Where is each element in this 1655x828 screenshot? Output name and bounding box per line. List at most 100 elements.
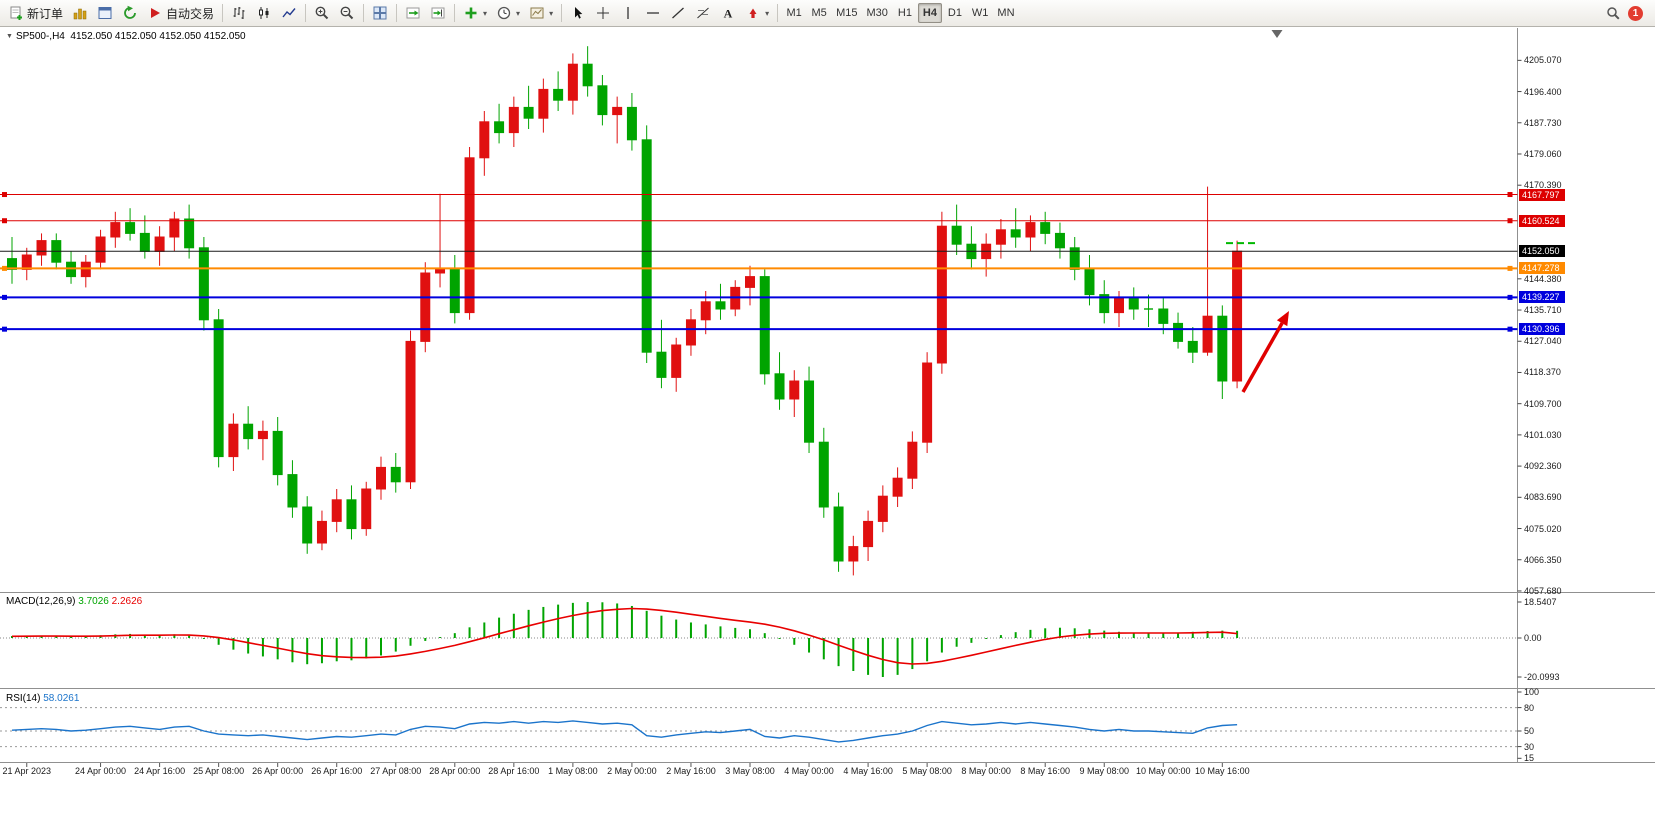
candle-body — [243, 423, 254, 440]
candle-body — [951, 225, 962, 245]
candle-body — [316, 520, 327, 544]
candle-body — [523, 106, 534, 119]
line-handle[interactable] — [1507, 192, 1513, 198]
arrows-icon — [745, 5, 761, 21]
candle-body — [656, 351, 667, 378]
zoom-in-icon — [314, 5, 330, 21]
candlestick-chart-button[interactable] — [252, 2, 276, 24]
arrows-button[interactable]: ▾ — [741, 2, 773, 24]
candle-body — [1232, 250, 1243, 382]
fibonacci-button[interactable] — [691, 2, 715, 24]
arrow-object-head[interactable] — [1276, 311, 1289, 327]
chart-shift-button[interactable] — [426, 2, 450, 24]
timeframe-H1-button[interactable]: H1 — [893, 3, 917, 23]
indicators-button[interactable]: ▾ — [459, 2, 491, 24]
timeframe-MN-button[interactable]: MN — [993, 3, 1018, 23]
candle-body — [700, 301, 711, 321]
candle-body — [818, 441, 829, 508]
market-watch-icon — [72, 5, 88, 21]
auto-trading-icon — [147, 5, 163, 21]
chart-shift-marker — [1271, 30, 1283, 38]
data-window-button[interactable] — [93, 2, 117, 24]
auto-trading-label: 自动交易 — [166, 6, 215, 21]
zoom-in-button[interactable] — [310, 2, 334, 24]
candle-body — [154, 236, 165, 252]
line-handle[interactable] — [1507, 294, 1513, 300]
candle-body — [892, 477, 903, 497]
candle-body — [184, 218, 195, 249]
search-button[interactable] — [1601, 2, 1625, 24]
macd-signal-line — [11, 607, 1238, 665]
vertical-line-icon — [620, 5, 636, 21]
candle-body — [553, 88, 564, 101]
line-handle[interactable] — [2, 265, 7, 271]
line-chart-button[interactable] — [277, 2, 301, 24]
chevron-down-icon: ▾ — [549, 8, 554, 18]
candle-body — [1158, 308, 1169, 324]
auto-scroll-button[interactable] — [401, 2, 425, 24]
candle-body — [612, 106, 623, 116]
candle-body — [139, 232, 150, 252]
new-order-button[interactable]: 新订单 — [4, 2, 67, 24]
crosshair-button[interactable] — [591, 2, 615, 24]
bar-chart-button[interactable] — [227, 2, 251, 24]
candle-body — [789, 380, 800, 400]
candle-body — [331, 499, 342, 522]
line-handle[interactable] — [2, 294, 7, 300]
trendline-button[interactable] — [666, 2, 690, 24]
line-handle[interactable] — [1507, 265, 1513, 271]
timeframe-H4-button[interactable]: H4 — [917, 3, 942, 23]
candle-body — [272, 430, 283, 476]
candle-body — [257, 430, 268, 440]
candle-body — [449, 268, 460, 314]
line-handle[interactable] — [1507, 218, 1513, 224]
timeframe-D1-button[interactable]: D1 — [943, 3, 967, 23]
candle-body — [1173, 322, 1184, 342]
line-handle[interactable] — [2, 192, 7, 198]
cursor-icon — [570, 5, 586, 21]
crosshair-icon — [595, 5, 611, 21]
line-handle[interactable] — [2, 326, 7, 332]
templates-button[interactable]: ▾ — [525, 2, 557, 24]
timeframe-M15-button[interactable]: M15 — [832, 3, 861, 23]
candle-body — [479, 121, 490, 159]
candle-body — [538, 88, 549, 119]
indicators-icon — [463, 5, 479, 21]
candle-body — [376, 466, 386, 490]
market-watch-button[interactable] — [68, 2, 92, 24]
refresh-button[interactable] — [118, 2, 142, 24]
zoom-out-icon — [339, 5, 355, 21]
refresh-icon — [122, 5, 138, 21]
candle-body — [80, 261, 91, 278]
candle-body — [7, 258, 17, 270]
line-handle[interactable] — [1507, 326, 1513, 332]
timeframe-W1-button[interactable]: W1 — [968, 3, 993, 23]
candle-body — [715, 301, 726, 310]
candle-body — [420, 272, 431, 342]
candle-body — [877, 495, 888, 522]
timeframe-M1-button[interactable]: M1 — [782, 3, 806, 23]
cursor-button[interactable] — [566, 2, 590, 24]
auto-trading-button[interactable]: 自动交易 — [143, 2, 218, 24]
fibonacci-icon — [695, 5, 711, 21]
horizontal-line-button[interactable] — [641, 2, 665, 24]
timeframe-M30-button[interactable]: M30 — [863, 3, 892, 23]
toolbar-separator — [777, 4, 779, 22]
tile-windows-button[interactable] — [368, 2, 392, 24]
arrow-object[interactable] — [1241, 322, 1284, 393]
notification-badge[interactable]: 1 — [1628, 5, 1643, 21]
periods-icon — [496, 5, 512, 21]
candle-body — [1187, 340, 1198, 353]
vertical-line-button[interactable] — [616, 2, 640, 24]
line-handle[interactable] — [2, 218, 7, 224]
text-button[interactable]: A — [716, 2, 740, 24]
candle-body — [671, 344, 682, 378]
zoom-out-button[interactable] — [335, 2, 359, 24]
rsi-line — [11, 720, 1238, 743]
timeframe-M5-button[interactable]: M5 — [807, 3, 831, 23]
candle-body — [1114, 297, 1124, 314]
candle-body — [745, 276, 755, 288]
candle-body — [922, 362, 933, 443]
periods-button[interactable]: ▾ — [492, 2, 524, 24]
toolbar-separator — [222, 4, 224, 22]
